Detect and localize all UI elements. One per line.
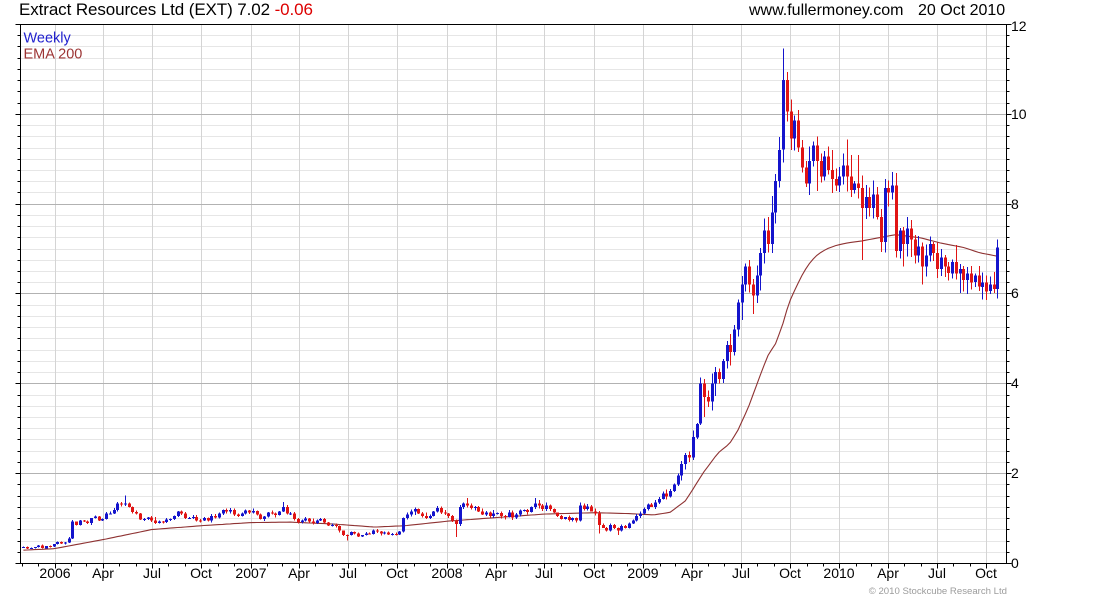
svg-text:Jul: Jul: [339, 565, 357, 581]
svg-text:Jul: Jul: [732, 565, 750, 581]
svg-text:2007: 2007: [235, 565, 266, 581]
svg-text:10: 10: [1011, 106, 1027, 122]
svg-text:2: 2: [1011, 465, 1019, 481]
svg-text:4: 4: [1011, 375, 1019, 391]
svg-text:Oct: Oct: [386, 565, 408, 581]
svg-text:12: 12: [1011, 18, 1027, 34]
svg-text:Oct: Oct: [583, 565, 605, 581]
svg-text:2009: 2009: [627, 565, 658, 581]
svg-text:2008: 2008: [431, 565, 462, 581]
svg-text:2010: 2010: [823, 565, 854, 581]
svg-text:8: 8: [1011, 196, 1019, 212]
svg-text:Oct: Oct: [190, 565, 212, 581]
svg-text:0: 0: [1011, 555, 1019, 571]
svg-text:Apr: Apr: [92, 565, 114, 581]
svg-text:Apr: Apr: [877, 565, 899, 581]
svg-text:EMA 200: EMA 200: [24, 47, 83, 63]
svg-text:Oct: Oct: [975, 565, 997, 581]
svg-text:Apr: Apr: [681, 565, 703, 581]
svg-text:Apr: Apr: [485, 565, 507, 581]
svg-text:Apr: Apr: [288, 565, 310, 581]
svg-text:2006: 2006: [39, 565, 70, 581]
svg-text:Weekly: Weekly: [24, 31, 72, 47]
svg-text:Oct: Oct: [779, 565, 801, 581]
svg-text:Extract Resources Ltd (EXT) 7.: Extract Resources Ltd (EXT) 7.02 -0.06: [19, 0, 313, 19]
svg-text:Jul: Jul: [143, 565, 161, 581]
svg-text:Jul: Jul: [928, 565, 946, 581]
svg-text:© 2010 Stockcube Research Ltd: © 2010 Stockcube Research Ltd: [869, 586, 1007, 597]
svg-text:20 Oct 2010: 20 Oct 2010: [918, 2, 1005, 19]
svg-text:6: 6: [1011, 285, 1019, 301]
svg-text:Jul: Jul: [535, 565, 553, 581]
svg-text:www.fullermoney.com: www.fullermoney.com: [748, 2, 903, 19]
